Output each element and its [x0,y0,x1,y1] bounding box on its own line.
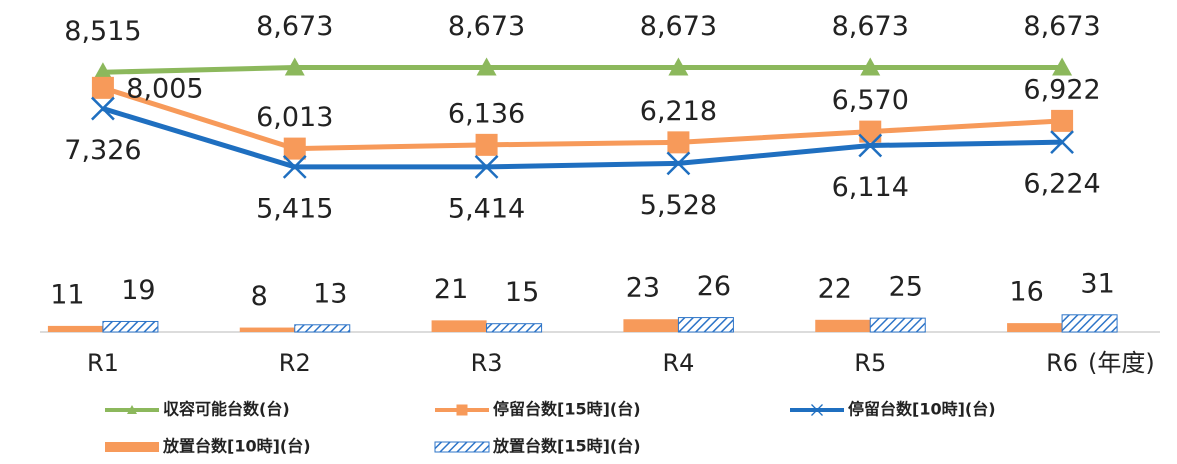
data-label: 23 [626,273,660,304]
bar [869,317,926,333]
bar [1061,314,1118,333]
bar [1007,323,1063,332]
series-line [102,85,1063,152]
marker [668,57,689,76]
data-label: 15 [505,277,539,308]
marker [91,76,114,99]
data-label: 8,673 [448,11,525,42]
marker [666,151,691,176]
legend-swatch [434,441,490,453]
data-label: 16 [1009,277,1043,308]
data-label: 26 [697,271,731,302]
data-label: 8,673 [1023,11,1100,42]
marker [475,133,498,156]
x-axis-label: (年度) [1088,349,1155,377]
legend-label: 収容可能台数(台) [163,400,290,419]
data-label: 5,414 [448,193,525,224]
data-label: 8,673 [640,11,717,42]
data-label: 8 [251,281,268,312]
marker [1050,130,1074,155]
x-tick-label: R3 [471,349,503,377]
series-line [102,106,1063,170]
data-label: 19 [121,275,155,306]
x-tick-label: R6 [1046,349,1078,377]
marker [859,120,882,143]
legend-marker [811,404,823,416]
bar [47,325,103,332]
marker [282,154,307,179]
data-label: 11 [50,279,84,310]
legend-marker [127,405,137,414]
bar [815,319,871,332]
bar [677,317,734,333]
data-label: 21 [434,274,468,305]
marker [91,96,115,121]
data-label: 6,224 [1023,169,1100,200]
marker [1052,57,1073,76]
marker [1051,109,1074,132]
data-label: 8,673 [832,11,909,42]
data-label: 5,528 [640,190,717,221]
data-label: 22 [818,273,852,304]
data-label: 6,114 [832,172,909,203]
legend-label: 停留台数[10時](台) [848,400,996,419]
data-label: 6,922 [1023,74,1100,105]
legend-label: 停留台数[15時](台) [493,400,641,419]
legend-label: 放置台数[10時](台) [162,437,311,456]
bar [102,320,159,333]
data-label: 6,218 [640,96,717,127]
marker [667,131,690,154]
data-label: 13 [313,278,347,309]
data-label: 6,013 [256,102,333,133]
bar [239,327,295,332]
marker [284,57,305,76]
data-label: 7,326 [64,135,141,166]
x-tick-label: R5 [854,349,886,377]
marker [92,62,113,81]
x-tick-label: R4 [662,349,694,377]
data-label: 31 [1080,268,1114,299]
bar [431,320,487,332]
marker [858,133,883,158]
data-label: 8,005 [126,73,203,104]
marker [476,57,497,76]
bar [623,319,679,332]
series-line [102,64,1063,75]
x-tick-label: R2 [279,349,311,377]
legend-marker [456,404,468,416]
legend-label: 放置台数[15時](台) [492,437,641,456]
data-label: 6,570 [832,85,909,116]
x-tick-label: R1 [87,349,119,377]
data-label: 8,673 [256,11,333,42]
marker [474,154,499,179]
data-label: 8,515 [64,16,141,47]
legend-swatch [105,442,159,452]
bar [294,324,351,333]
data-label: 5,415 [256,193,333,224]
marker [283,137,306,160]
bar [486,323,543,333]
data-label: 25 [889,272,923,303]
data-label: 6,136 [448,98,525,129]
marker [860,57,881,76]
